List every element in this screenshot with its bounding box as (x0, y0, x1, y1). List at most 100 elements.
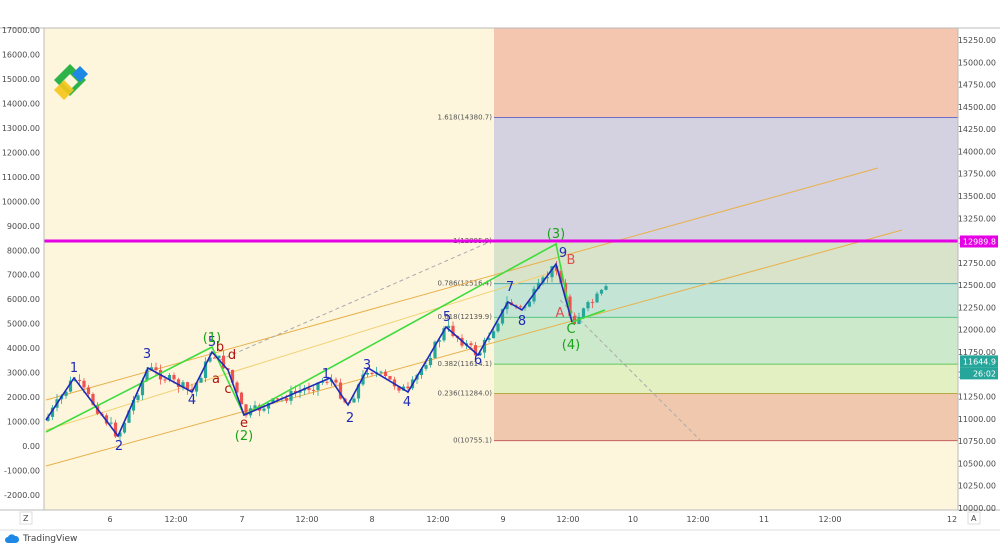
candle-body-108 (532, 288, 536, 302)
right-tick-16: 11250.00 (958, 393, 996, 402)
candle-body-124 (604, 286, 608, 290)
candle-body-46 (253, 405, 257, 409)
left-tick-19: -2000.00 (4, 491, 40, 500)
x-tick-7: 12:00 (556, 515, 579, 524)
candle-body-102 (505, 302, 509, 310)
candle-body-121 (590, 302, 595, 304)
left-tick-7: 10000.00 (2, 197, 40, 206)
candle-body-109 (536, 282, 541, 289)
candle-body-39 (221, 355, 226, 369)
wave-label-17: 6 (474, 353, 482, 368)
candle-body-122 (595, 293, 599, 303)
price-badge-0 (960, 235, 998, 248)
left-tick-8: 9000.00 (7, 222, 40, 231)
candle-body-87 (437, 340, 442, 342)
candle-body-38 (217, 355, 221, 359)
candle-body-96 (478, 352, 482, 356)
left-tick-14: 3000.00 (7, 369, 40, 378)
candle-body-90 (451, 325, 455, 337)
right-tick-21: 10000.00 (958, 504, 996, 513)
tradingview-brand[interactable]: TradingView (23, 534, 78, 544)
axis-a-button[interactable]: A (967, 511, 981, 525)
candle-body-8 (82, 380, 86, 388)
candle-body-17 (122, 422, 127, 433)
x-tick-10: 11 (759, 515, 769, 524)
right-tick-11: 12500.00 (958, 281, 996, 290)
candle-body-48 (262, 408, 266, 411)
axis-z-button[interactable]: Z (19, 511, 33, 525)
candle-body-59 (311, 389, 316, 391)
price-badge-2 (960, 367, 998, 380)
x-tick-8: 10 (628, 515, 638, 524)
right-tick-2: 14750.00 (958, 81, 996, 90)
candle-body-71 (365, 373, 370, 375)
candle-body-28 (172, 374, 176, 380)
candle-body-14 (109, 422, 113, 424)
candle-body-99 (491, 331, 496, 339)
wave-label-23: A (556, 306, 565, 321)
wave-label-24: C (566, 322, 575, 337)
candle-body-94 (469, 343, 473, 346)
wave-label-6: b (216, 340, 224, 355)
candle-body-9 (86, 387, 91, 395)
wave-label-3: 4 (188, 393, 196, 408)
cloud-icon (5, 534, 20, 543)
candle-body-7 (77, 379, 82, 381)
candle-body-41 (230, 369, 235, 383)
left-axis-bg (0, 28, 44, 510)
left-tick-2: 15000.00 (2, 75, 40, 84)
wave-label-7: d (228, 348, 236, 363)
axis-a-label: A (971, 514, 977, 523)
wave-label-21: (3) (547, 227, 565, 242)
right-tick-19: 10500.00 (958, 459, 996, 468)
left-tick-18: -1000.00 (4, 467, 40, 476)
x-tick-5: 12:00 (426, 515, 449, 524)
candle-body-26 (163, 379, 167, 381)
left-tick-16: 1000.00 (7, 418, 40, 427)
right-tick-14: 11750.00 (958, 348, 996, 357)
right-axis-bg (958, 28, 1000, 510)
wave-label-0: 1 (70, 361, 78, 376)
fib-zone-5 (494, 393, 958, 441)
candle-body-18 (127, 410, 131, 423)
fib-zone-4 (494, 364, 958, 394)
candle-body-101 (500, 309, 505, 324)
candle-body-116 (568, 296, 572, 317)
fib-label-4: 0.382(11614.1) (438, 360, 493, 368)
right-tick-18: 10750.00 (958, 437, 996, 446)
fib-zone-1 (494, 240, 958, 284)
right-tick-4: 14250.00 (958, 125, 996, 134)
right-tick-20: 10250.00 (958, 482, 996, 491)
wave-label-10: e (240, 416, 248, 431)
candle-body-123 (599, 289, 604, 294)
candle-body-51 (275, 398, 280, 400)
candle-body-85 (428, 357, 433, 366)
right-tick-13: 12000.00 (958, 326, 996, 335)
candle-body-107 (527, 301, 532, 307)
candle-body-114 (559, 270, 563, 283)
candle-body-1 (50, 407, 55, 417)
wave-label-19: 8 (518, 314, 526, 329)
left-tick-17: 0.00 (22, 442, 40, 451)
wave-label-16: 5 (443, 310, 451, 325)
candle-body-27 (167, 374, 172, 380)
wave-label-13: 2 (346, 411, 354, 426)
x-tick-12: 12 (947, 515, 957, 524)
wave-label-12: 1 (322, 367, 330, 382)
candle-body-29 (176, 379, 181, 388)
candle-body-10 (91, 394, 95, 405)
dashed-down-line (559, 299, 701, 441)
wave-label-25: (4) (562, 338, 580, 353)
x-axis-ticks: 6 12:00 7 12:00 8 12:00 9 12:00 10 12:00 11 12:00 12 (107, 515, 957, 524)
candle-body-33 (194, 382, 199, 392)
candle-body-62 (325, 381, 329, 383)
candle-body-61 (320, 381, 325, 383)
candle-body-95 (473, 345, 478, 356)
x-tick-4: 8 (369, 515, 374, 524)
axis-z-label: Z (23, 514, 29, 523)
fib-zone-top (494, 28, 958, 118)
left-tick-10: 7000.00 (7, 271, 40, 280)
logo (54, 64, 88, 100)
